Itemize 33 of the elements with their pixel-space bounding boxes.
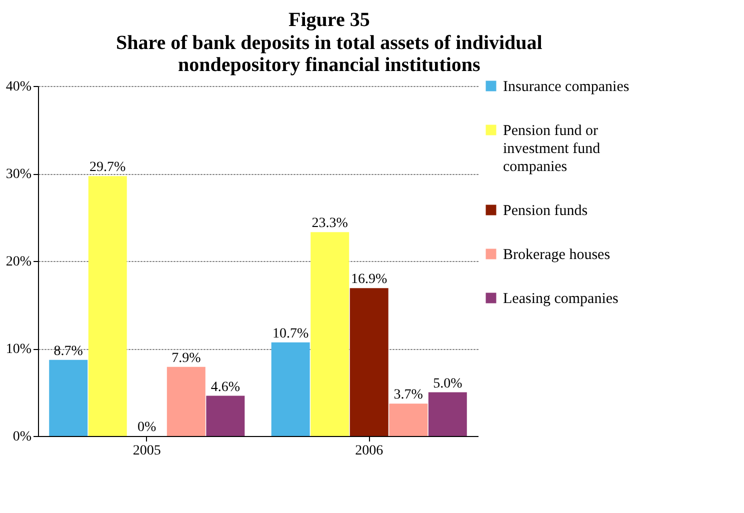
bar [166, 366, 206, 436]
x-tick-label: 2006 [355, 444, 384, 458]
bar [310, 232, 350, 436]
bar [49, 360, 88, 436]
bar [428, 392, 467, 436]
bar [88, 176, 127, 436]
bar [271, 342, 310, 436]
legend-label: Leasing companies [503, 291, 619, 307]
data-label: 3.7% [394, 388, 424, 403]
legend-label: Insurance companies [503, 79, 630, 95]
legend-label: Brokerage houses [503, 247, 610, 263]
chart-title: Figure 35 [288, 9, 370, 31]
y-tick-label: 0% [12, 430, 32, 444]
data-label: 16.9% [351, 272, 388, 288]
y-tick-label: 30% [6, 167, 32, 182]
y-tick-label: 10% [6, 342, 32, 357]
data-label: 5.0% [433, 376, 463, 392]
y-tick-label: 20% [6, 254, 32, 270]
legend-label: Pension funds [503, 203, 588, 219]
data-label: 8.7% [54, 344, 84, 359]
bar [350, 288, 388, 436]
bar [389, 404, 428, 436]
bar [206, 396, 245, 436]
data-label: 29.7% [90, 160, 126, 176]
data-label: 23.3% [312, 216, 348, 232]
x-tick-label: 2005 [132, 444, 161, 458]
data-label: 4.6% [210, 380, 240, 395]
legend-label: Pension fund or investment fund companies [503, 123, 601, 175]
data-label: 7.9% [172, 350, 202, 366]
chart-subtitle: Share of bank deposits in total assets of individual nondepository financial institutions [116, 32, 543, 76]
data-label: 0% [138, 420, 157, 435]
data-label: 10.7% [272, 326, 309, 342]
y-tick-label: 40% [6, 80, 32, 94]
